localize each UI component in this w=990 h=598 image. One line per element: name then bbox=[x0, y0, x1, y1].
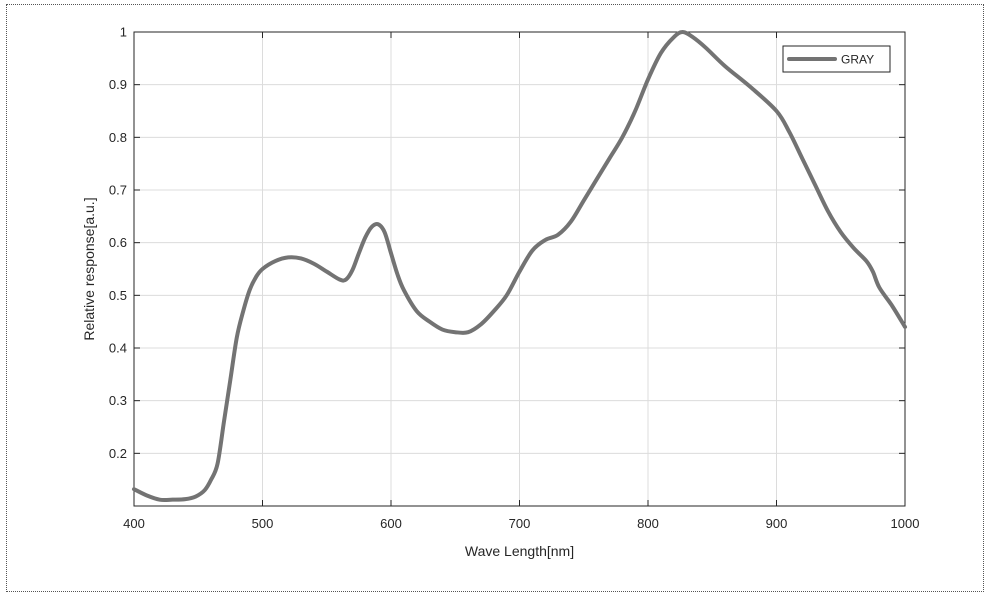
x-tick-label: 600 bbox=[380, 516, 402, 531]
x-tick-label: 1000 bbox=[891, 516, 920, 531]
y-tick-label: 0.4 bbox=[109, 341, 127, 356]
y-tick-label: 0.8 bbox=[109, 130, 127, 145]
x-tick-label: 900 bbox=[766, 516, 788, 531]
ticks: 400 500 600 700 800 900 1000 0.2 0.3 0.4 0.5 0.6 0.7… bbox=[109, 25, 920, 532]
series-layer bbox=[132, 30, 907, 503]
y-tick-label: 0.2 bbox=[109, 446, 127, 461]
x-axis-label: Wave Length[nm] bbox=[465, 543, 574, 559]
y-tick-label: 0.5 bbox=[109, 288, 127, 303]
y-tick-label: 0.7 bbox=[109, 183, 127, 198]
y-tick-label: 1 bbox=[120, 25, 127, 40]
x-tick-label: 500 bbox=[252, 516, 274, 531]
legend: GRAY bbox=[782, 45, 891, 73]
y-tick-label: 0.6 bbox=[109, 235, 127, 250]
y-tick-label: 0.9 bbox=[109, 77, 127, 92]
figure-frame bbox=[6, 4, 984, 592]
y-tick-label: 0.3 bbox=[109, 393, 127, 408]
series-line-gray bbox=[132, 30, 907, 503]
x-tick-label: 700 bbox=[509, 516, 531, 531]
legend-label-gray: GRAY bbox=[841, 53, 874, 67]
y-axis-label: Relative response[a.u.] bbox=[81, 197, 97, 340]
x-tick-label: 800 bbox=[637, 516, 659, 531]
x-tick-label: 400 bbox=[123, 516, 145, 531]
